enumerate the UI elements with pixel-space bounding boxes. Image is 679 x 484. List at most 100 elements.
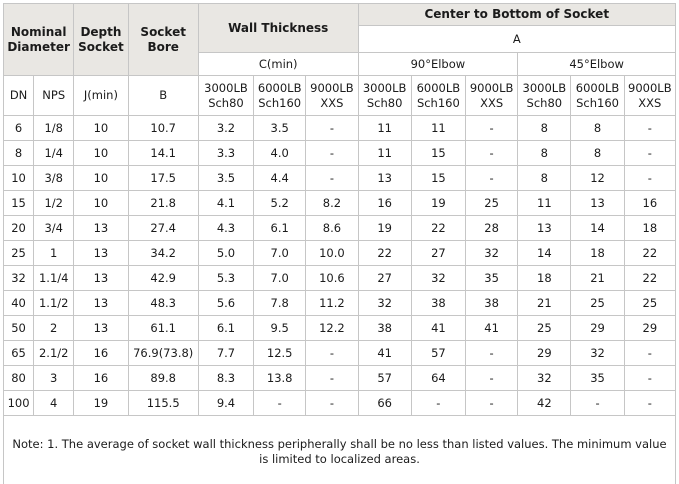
table-cell: 3/4: [33, 215, 75, 241]
table-cell: 13.8: [253, 365, 307, 391]
table-cell: -: [570, 390, 625, 416]
table-cell: 65: [2, 340, 35, 366]
table-cell: 15: [410, 140, 467, 166]
header-45-elbow: 45°Elbow: [517, 52, 676, 76]
table-cell: 19: [410, 190, 467, 216]
table-cell: -: [623, 340, 677, 366]
table-row: 10 3/8 10 17.5 3.5 4.4-13 15-8 12-: [2, 165, 677, 191]
table-cell: 8.3: [197, 365, 255, 391]
table-cell: 5.2: [253, 190, 307, 216]
table-cell: 8.6: [305, 215, 359, 241]
table-cell: 16: [73, 365, 129, 391]
table-cell: 14.1: [127, 140, 199, 166]
table-cell: -: [305, 140, 359, 166]
table-cell: 32: [2, 265, 35, 291]
table-cell: 66: [357, 390, 412, 416]
table-cell: 29: [570, 315, 625, 341]
table-cell: 16: [623, 190, 677, 216]
table-cell: -: [305, 340, 359, 366]
table-cell: 7.7: [197, 340, 255, 366]
table-cell: 64: [410, 365, 467, 391]
table-cell: 10: [73, 140, 129, 166]
header-45-3000lb: 3000LB Sch80: [517, 75, 572, 116]
table-cell: -: [623, 390, 677, 416]
table-cell: 32: [464, 240, 519, 266]
table-cell: 13: [570, 190, 625, 216]
table-cell: 10: [73, 165, 129, 191]
table-cell: 57: [357, 365, 412, 391]
table-cell: 22: [357, 240, 412, 266]
table-cell: 100: [2, 390, 35, 416]
table-row: 80 3 16 89.8 8.3 13.8-57 64-32 35-: [2, 365, 677, 391]
table-cell: 16: [357, 190, 412, 216]
table-cell: 89.8: [127, 365, 199, 391]
table-row: 32 1.1/4 13 42.9 5.3 7.0 10.6 27 32 35 18 21 22: [2, 265, 677, 291]
table-cell: 15: [2, 190, 35, 216]
table-cell: 41: [410, 315, 467, 341]
header-nps: NPS: [33, 75, 75, 116]
header-b: B: [127, 75, 199, 116]
table-cell: 5.0: [197, 240, 255, 266]
table-cell: 76.9(73.8): [127, 340, 199, 366]
table-cell: 41: [464, 315, 519, 341]
table-cell: 4.3: [197, 215, 255, 241]
table-cell: 10: [73, 115, 129, 141]
table-cell: 1/8: [33, 115, 75, 141]
table-cell: 22: [623, 265, 677, 291]
header-90-9000lb: 9000LB XXS: [464, 75, 519, 116]
table-cell: 8: [517, 115, 572, 141]
table-cell: 3.5: [253, 115, 307, 141]
table-cell: 11: [410, 115, 467, 141]
table-cell: 13: [517, 215, 572, 241]
table-cell: -: [305, 165, 359, 191]
header-45-9000lb: 9000LB XXS: [623, 75, 677, 116]
table-cell: 25: [623, 290, 677, 316]
table-cell: 38: [464, 290, 519, 316]
table-cell: -: [464, 365, 519, 391]
table-cell: 25: [570, 290, 625, 316]
header-center-to-bottom: Center to Bottom of Socket: [357, 3, 677, 26]
table-cell: 10: [2, 165, 35, 191]
table-cell: 3.3: [197, 140, 255, 166]
table-cell: 29: [517, 340, 572, 366]
header-45-6000lb: 6000LB Sch160: [570, 75, 625, 116]
table-cell: 25: [464, 190, 519, 216]
table-cell: 42: [517, 390, 572, 416]
note-row: Note: 1. The average of socket wall thic…: [3, 415, 676, 484]
header-row-4: DN NPS J(min) B 3000LB Sch80 6000LB Sch1…: [2, 75, 677, 116]
header-90-elbow: 90°Elbow: [357, 52, 519, 76]
header-nominal-diameter: Nominal Diameter: [2, 3, 75, 76]
table-cell: 18: [570, 240, 625, 266]
header-depth-socket: Depth Socket: [73, 3, 129, 76]
table-cell: 7.8: [253, 290, 307, 316]
table-cell: 38: [357, 315, 412, 341]
table-cell: 19: [73, 390, 129, 416]
table-cell: -: [253, 390, 307, 416]
table-cell: 13: [73, 240, 129, 266]
table-cell: 12.2: [305, 315, 359, 341]
table-cell: 61.1: [127, 315, 199, 341]
table-cell: 57: [410, 340, 467, 366]
table-row: 8 1/4 10 14.1 3.3 4.0-11 15-8 8-: [2, 140, 677, 166]
table-cell: 13: [73, 290, 129, 316]
table-cell: 11: [357, 140, 412, 166]
table-cell: 32: [357, 290, 412, 316]
table-row: 50 2 13 61.1 6.1 9.5 12.2 38 41 41 25 29 29: [2, 315, 677, 341]
table-cell: 27: [357, 265, 412, 291]
table-cell: 18: [623, 215, 677, 241]
table-cell: 38: [410, 290, 467, 316]
socket-weld-dimensions-table: Nominal Diameter Depth Socket Socket Bor…: [2, 3, 677, 484]
table-cell: 7.0: [253, 240, 307, 266]
table-cell: 11: [357, 115, 412, 141]
table-cell: -: [305, 390, 359, 416]
table-cell: 29: [623, 315, 677, 341]
table-cell: -: [623, 140, 677, 166]
table-cell: 40: [2, 290, 35, 316]
table-cell: 11.2: [305, 290, 359, 316]
table-row: 40 1.1/2 13 48.3 5.6 7.8 11.2 32 38 38 21 25 25: [2, 290, 677, 316]
table-cell: 25: [517, 315, 572, 341]
table-cell: 115.5: [127, 390, 199, 416]
table-cell: 16: [73, 340, 129, 366]
table-cell: 8: [570, 140, 625, 166]
